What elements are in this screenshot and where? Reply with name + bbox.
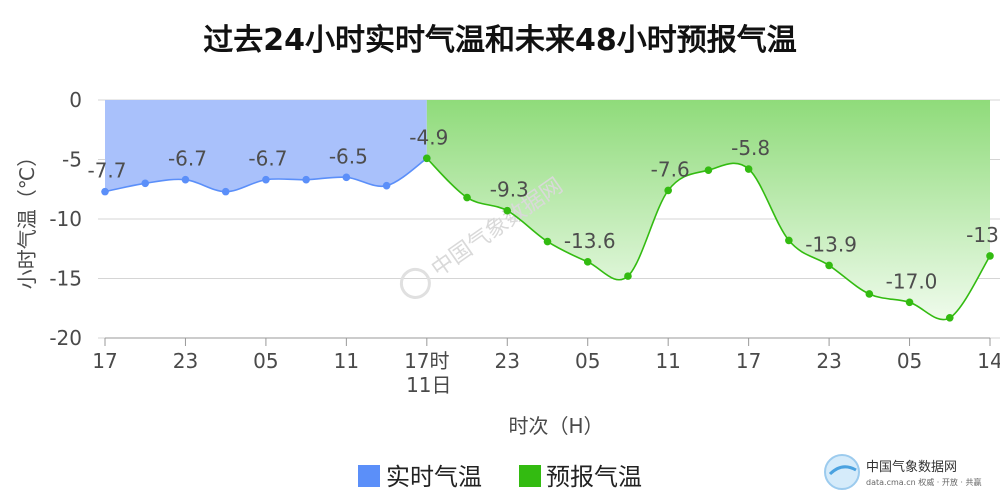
point-actual[interactable] [342,173,351,182]
data-label-actual: -6.7 [248,147,287,171]
site-logo: 中国气象数据网 data.cma.cn 权威 · 开放 · 共赢 [824,454,981,490]
point-actual[interactable] [101,187,109,196]
legend-item-forecast[interactable]: 预报气温 [519,463,642,491]
x-tick-label: 05 [253,349,278,373]
y-tick-label: -10 [49,207,82,231]
series-points [101,154,994,322]
area-actual [105,100,427,192]
chart-title: 过去24小时实时气温和未来48小时预报气温 [203,23,797,58]
point-forecast[interactable] [986,252,994,260]
x-tick-label: 17 [736,349,761,373]
point-forecast[interactable] [825,261,833,270]
data-label-forecast: -5.8 [731,136,770,160]
point-forecast[interactable] [664,186,672,195]
point-actual[interactable] [221,187,230,196]
x-tick-label: 17时 [404,349,449,373]
point-actual[interactable] [382,181,391,190]
legend-label-forecast: 预报气温 [546,463,642,491]
x-tick-label: 11 [334,349,359,373]
x-tick-label: 17 [92,349,117,373]
y-tick-label: 0 [69,88,82,112]
data-label-forecast: -9.3 [490,178,529,202]
point-forecast[interactable] [905,298,914,307]
data-label-forecast: -7.6 [651,157,690,181]
point-forecast[interactable] [543,237,552,246]
logo-text-cn: 中国气象数据网 [866,459,957,475]
point-forecast[interactable] [624,272,632,280]
point-actual[interactable] [302,175,310,184]
x-tick-label: 23 [495,349,520,373]
logo-globe-icon [824,454,860,490]
y-axis: 0 -5 -10 -15 -20 [49,88,82,350]
point-actual[interactable] [262,175,270,184]
y-tick-label: -15 [49,267,82,291]
data-label-forecast: -13.9 [805,232,857,256]
y-tick-label: -20 [49,326,82,350]
point-forecast[interactable] [744,165,753,173]
point-actual[interactable] [181,175,190,184]
x-tick-label: 05 [897,349,922,373]
data-label-forecast: -17.0 [886,269,938,293]
point-forecast[interactable] [865,290,874,298]
logo-text-en: data.cma.cn 权威 · 开放 · 共赢 [866,477,981,487]
data-labels: -7.7 -6.7 -6.7 -6.5 -4.9 -9.3 -13.6 -7.6 -5.8 -13… [87,125,1000,293]
x-axis-label: 时次（H） [508,414,603,438]
legend-swatch-forecast [519,465,541,487]
legend-label-actual: 实时气温 [386,463,482,491]
point-forecast[interactable] [583,258,592,266]
data-label-forecast: -13.6 [564,229,616,253]
legend-swatch-actual [358,465,380,487]
y-axis-label: 小时气温（℃） [15,147,39,289]
x-tick-label: 23 [173,349,198,373]
point-forecast[interactable] [945,313,954,322]
point-forecast[interactable] [704,166,713,175]
x-tick-label: 23 [816,349,841,373]
data-label-actual: -4.9 [409,125,448,149]
point-forecast[interactable] [423,154,431,163]
data-label-forecast: -13.1 [966,223,1000,247]
x-tick-sublabel: 11日 [406,373,451,397]
data-label-actual: -7.7 [87,159,126,183]
point-forecast[interactable] [785,236,793,245]
area-fills [105,100,990,320]
legend-item-actual[interactable]: 实时气温 [358,463,482,491]
logo-swirl-icon [828,465,857,476]
y-tick-label: -5 [62,148,82,172]
data-label-actual: -6.7 [168,147,207,171]
x-tick-label: 05 [575,349,600,373]
point-forecast[interactable] [463,193,471,202]
x-tick-label: 14 [977,349,1000,373]
watermark-logo-icon [399,267,431,299]
x-tick-label: 11 [655,349,680,373]
area-forecast [426,100,990,320]
point-actual[interactable] [141,179,150,188]
legend: 实时气温 预报气温 [358,463,642,491]
point-forecast[interactable] [503,206,512,215]
data-label-actual: -6.5 [329,144,368,168]
